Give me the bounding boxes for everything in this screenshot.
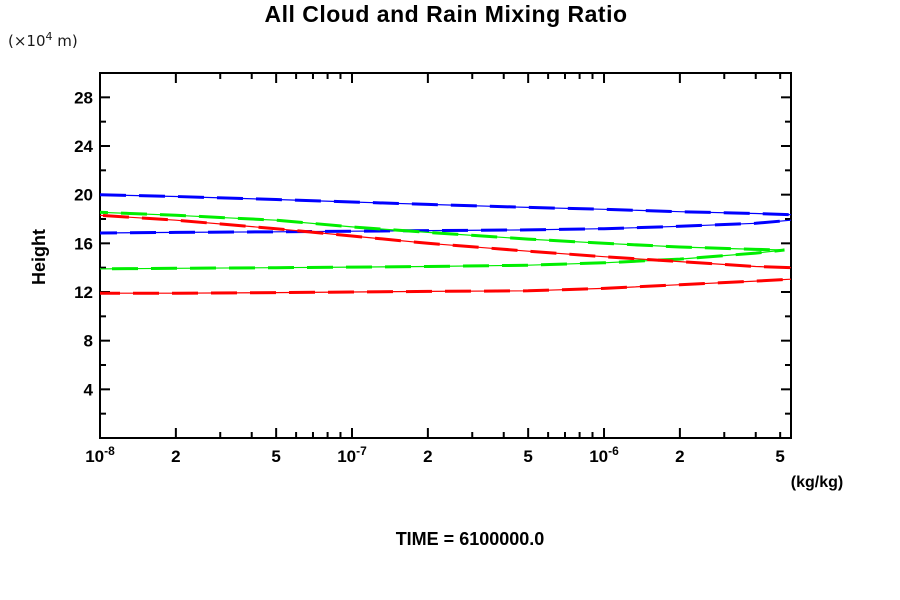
x-tick-label: 10-8 bbox=[85, 444, 115, 466]
y-tick-label: 28 bbox=[74, 88, 93, 107]
y-axis-unit-prefix: (×10 bbox=[8, 32, 46, 50]
y-tick-label: 8 bbox=[84, 332, 93, 351]
x-tick-label: 5 bbox=[271, 447, 280, 466]
x-axis-unit-label: (kg/kg) bbox=[790, 474, 844, 491]
series-red-profile-upper-branch bbox=[99, 213, 792, 270]
series-line-dashes bbox=[99, 248, 785, 271]
x-tick-label: 2 bbox=[423, 447, 432, 466]
x-tick-label: 10-6 bbox=[589, 444, 619, 466]
y-axis: 4 8 12 16 20 24 28 bbox=[74, 88, 791, 415]
x-tick-label: 5 bbox=[775, 447, 784, 466]
series-line-dashes bbox=[99, 193, 792, 217]
series-blue-profile-lower-branch bbox=[99, 218, 792, 235]
y-tick-label: 4 bbox=[84, 380, 94, 399]
series-line-dashes bbox=[99, 210, 785, 252]
y-tick-label: 24 bbox=[74, 137, 93, 156]
y-tick-label: 20 bbox=[74, 186, 93, 205]
series-line-dashes bbox=[99, 213, 792, 270]
y-axis-unit-exponent: 4 bbox=[45, 30, 53, 43]
x-tick-label: 10-7 bbox=[337, 444, 367, 466]
plot-frame bbox=[99, 72, 792, 439]
x-tick-label: 2 bbox=[171, 447, 180, 466]
series-green-profile-lower-branch bbox=[99, 248, 785, 271]
y-tick-label: 16 bbox=[74, 234, 93, 253]
y-axis-unit-suffix: m) bbox=[52, 32, 78, 50]
chart-title: All Cloud and Rain Mixing Ratio bbox=[264, 1, 628, 27]
series-line-dashes bbox=[99, 218, 792, 235]
series-green-profile-upper-branch bbox=[99, 210, 785, 252]
series-red-profile-lower-branch bbox=[100, 277, 792, 295]
y-tick-label: 12 bbox=[74, 283, 93, 302]
series-blue-profile-upper-branch bbox=[99, 193, 792, 217]
x-tick-label: 5 bbox=[523, 447, 532, 466]
y-axis-unit-label: (×104 m) bbox=[8, 30, 78, 50]
x-axis: 10-8 2 5 10-7 2 5 10-6 2 5 bbox=[85, 73, 785, 466]
x-tick-label: 2 bbox=[675, 447, 684, 466]
time-caption: TIME = 6100000.0 bbox=[395, 529, 545, 549]
series-line-dashes bbox=[100, 277, 792, 295]
